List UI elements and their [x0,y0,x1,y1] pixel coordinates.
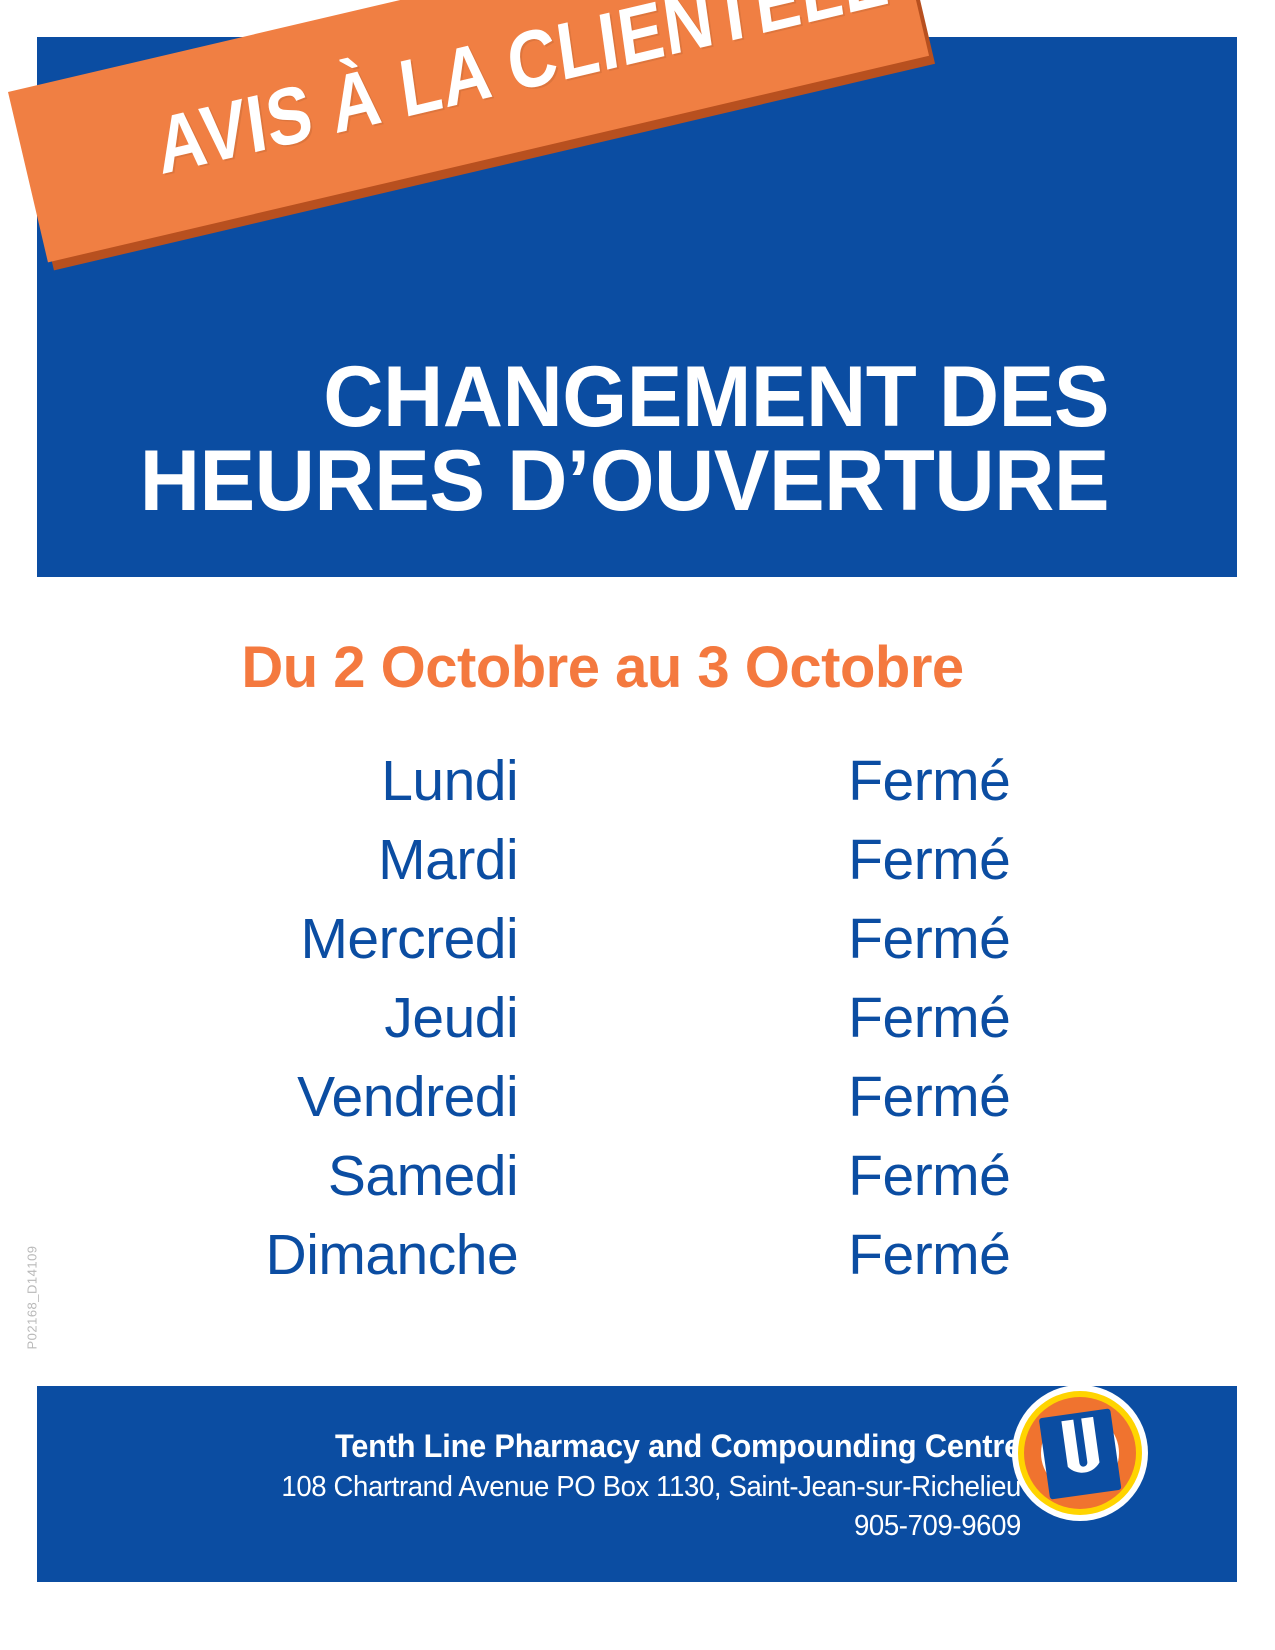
document-code: P02168_D14109 [24,1245,40,1350]
table-row: Vendredi Fermé [0,1064,1275,1143]
store-address: 108 Chartrand Avenue PO Box 1130, Saint-… [281,1471,1021,1503]
schedule-value: Fermé [848,986,1011,1050]
schedule-value: Fermé [848,907,1011,971]
schedule-day: Mercredi [300,907,519,971]
page-title-line-2: HEURES D’OUVERTURE [139,433,1110,530]
schedule-day: Vendredi [297,1065,519,1129]
schedule-value: Fermé [848,828,1011,892]
table-row: Dimanche Fermé [0,1222,1275,1301]
footer-contact-block: Tenth Line Pharmacy and Compounding Cent… [37,1428,1037,1543]
schedule-value: Fermé [848,1065,1011,1129]
table-row: Mercredi Fermé [0,906,1275,985]
table-row: Mardi Fermé [0,827,1275,906]
schedule-value: Fermé [848,1223,1011,1287]
schedule-day: Mardi [378,828,519,892]
hours-schedule: Lundi Fermé Mardi Fermé Mercredi Fermé J… [0,748,1275,1301]
table-row: Samedi Fermé [0,1143,1275,1222]
schedule-value: Fermé [848,749,1011,813]
schedule-day: Jeudi [384,986,519,1050]
schedule-day: Dimanche [265,1223,519,1287]
date-range-label: Du 2 Octobre au 3 Octobre [241,635,964,700]
uniprix-logo-icon [1010,1383,1150,1523]
store-name: Tenth Line Pharmacy and Compounding Cent… [334,1428,1021,1464]
schedule-day: Samedi [327,1144,519,1208]
page-title: CHANGEMENT DES HEURES D’OUVERTURE [37,349,1237,530]
schedule-day: Lundi [381,749,519,813]
page-title-line-1: CHANGEMENT DES [323,349,1109,445]
schedule-value: Fermé [848,1144,1011,1208]
table-row: Lundi Fermé [0,748,1275,827]
store-phone: 905-709-9609 [853,1510,1021,1542]
table-row: Jeudi Fermé [0,985,1275,1064]
